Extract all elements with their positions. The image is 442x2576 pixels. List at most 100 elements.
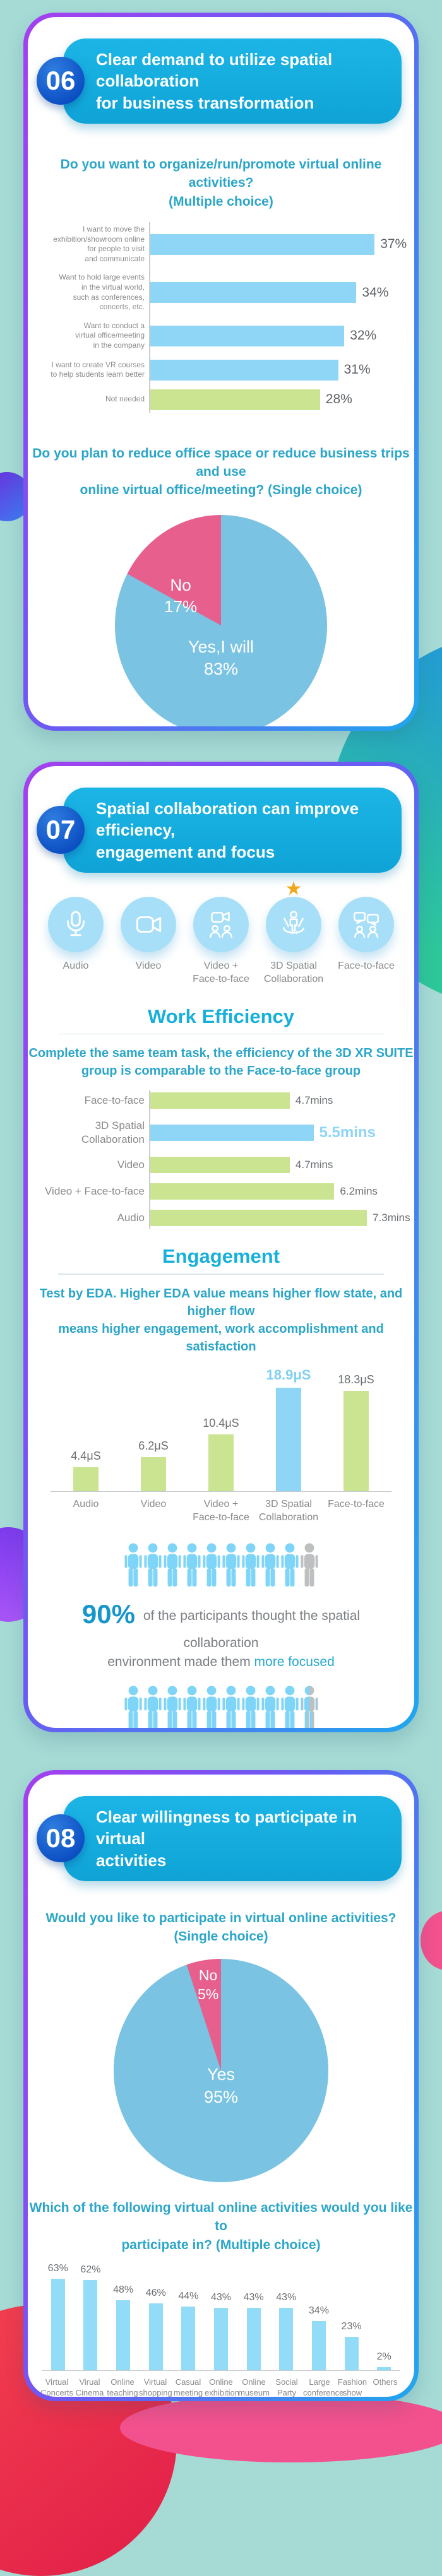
work-efficiency-title: Work Efficiency bbox=[147, 1005, 294, 1027]
bar-category-label: Video bbox=[117, 1159, 145, 1171]
mode-label: Face-to-face bbox=[338, 960, 395, 971]
stat-percent: 90% bbox=[81, 1598, 135, 1629]
section-title-line: Spatial collaboration can improve effici… bbox=[96, 799, 359, 840]
bar-category-label: Others bbox=[373, 2377, 398, 2387]
bar-value-label: 62% bbox=[80, 2264, 101, 2276]
people-pictograph-95 bbox=[28, 1685, 414, 1728]
bar-row: Want to hold large events in the virtual … bbox=[28, 273, 414, 312]
card-07: 07 Spatial collaboration can improve eff… bbox=[23, 762, 419, 1732]
participation-pie-chart: No 5% Yes 95% bbox=[114, 1958, 328, 2182]
bar-category-label: 3D Spatial Collaboration bbox=[258, 1499, 319, 1523]
bar bbox=[150, 282, 357, 304]
bar-value-label: 34% bbox=[362, 285, 389, 300]
person-icon bbox=[261, 1685, 279, 1728]
bar-category-label: Face-to-face bbox=[328, 1499, 385, 1510]
bar-value-label: 46% bbox=[145, 2287, 166, 2298]
section-title-line: Clear willingness to participate in virt… bbox=[96, 1807, 357, 1848]
bar-value-label: 4.4μS bbox=[71, 1449, 101, 1462]
question-title: Would you like to participate in virtual… bbox=[45, 1910, 397, 1944]
person-icon bbox=[280, 1685, 299, 1728]
bar bbox=[116, 2300, 131, 2370]
bar-category-label: Video + Face-to-face bbox=[45, 1185, 145, 1198]
bar bbox=[73, 1467, 99, 1492]
bar-value-label: 43% bbox=[243, 2291, 264, 2303]
bar-column: 63% bbox=[42, 2263, 75, 2370]
person-icon bbox=[202, 1685, 220, 1728]
bar-column: 48% bbox=[107, 2284, 140, 2370]
activities-participation-bar-chart: 63% 62% 48% 46% 44% 43% 43% 43% 34% 23% 2% Virtual C… bbox=[28, 2263, 414, 2397]
person-icon bbox=[124, 1685, 142, 1728]
bar-category-label: Audio bbox=[117, 1212, 145, 1224]
star-icon: ★ bbox=[285, 878, 302, 899]
section-number-badge: 07 bbox=[37, 806, 85, 854]
mode-label: 3D Spatial Collaboration bbox=[263, 960, 324, 984]
bar-category-label: Audio bbox=[73, 1499, 99, 1510]
bar-value-label: 4.7mins bbox=[295, 1094, 333, 1107]
person-icon bbox=[163, 1543, 181, 1586]
decorative-circle bbox=[120, 2393, 442, 2462]
card-07-body: 07 Spatial collaboration can improve eff… bbox=[28, 766, 414, 1728]
bar-value-label: 43% bbox=[276, 2291, 297, 2303]
bar-category-label: Virtualshoppingmall bbox=[139, 2377, 172, 2397]
bar-column: 18.3μS bbox=[323, 1373, 390, 1492]
person-icon bbox=[143, 1543, 162, 1586]
bar-column: 46% bbox=[140, 2288, 172, 2370]
engagement-subtitle: Test by EDA. Higher EDA value means high… bbox=[39, 1286, 403, 1354]
card-06: 06 Clear demand to utilize spatial colla… bbox=[23, 13, 419, 731]
highlighted-text: more focused bbox=[254, 1655, 335, 1670]
bar-column: 2% bbox=[367, 2351, 400, 2370]
bar bbox=[148, 2303, 163, 2370]
bar-category-label: Virtual Concerts bbox=[40, 2377, 74, 2397]
mode-label: Video bbox=[135, 960, 162, 971]
person-icon bbox=[261, 1543, 279, 1586]
bar-row: I want to move the exhibition/showroom on… bbox=[28, 225, 414, 264]
mode-video-face: Video + Face-to-face bbox=[189, 896, 253, 986]
bar-category-label: Online museum bbox=[238, 2377, 270, 2397]
bar bbox=[150, 325, 345, 346]
divider bbox=[58, 1033, 384, 1035]
category-labels: Audio Video Video + Face-to-face 3D Spatial C… bbox=[28, 1498, 414, 1525]
bar-category-label: 3D Spatial Collaboration bbox=[81, 1120, 145, 1146]
bar-value-label: 31% bbox=[343, 362, 371, 377]
person-icon bbox=[241, 1543, 260, 1586]
mode-label: Audio bbox=[63, 960, 89, 971]
person-icon bbox=[202, 1543, 220, 1586]
bar-value-label: 5.5mins bbox=[319, 1124, 376, 1142]
bar-value-label: 44% bbox=[178, 2290, 199, 2301]
bar bbox=[150, 1210, 367, 1227]
bar bbox=[377, 2367, 391, 2370]
bar-column: 10.4μS bbox=[188, 1417, 255, 1492]
section-title: Clear demand to utilize spatial collabor… bbox=[63, 38, 402, 124]
section-title-line: activities bbox=[96, 1850, 167, 1870]
question-title: Do you want to organize/run/promote virt… bbox=[60, 157, 382, 209]
bar-value-label: 4.7mins bbox=[295, 1159, 333, 1171]
bars-area: 63% 62% 48% 46% 44% 43% 43% 43% 34% 23% 2% bbox=[42, 2263, 400, 2371]
bar bbox=[150, 1125, 314, 1142]
bar bbox=[141, 1457, 166, 1492]
person-icon bbox=[163, 1685, 181, 1728]
person-icon bbox=[222, 1685, 240, 1728]
person-icon bbox=[300, 1685, 318, 1728]
microphone-icon bbox=[48, 896, 104, 952]
vr-person-icon: VR bbox=[266, 896, 321, 952]
bar-category-label: Video bbox=[140, 1499, 167, 1510]
mode-face-to-face: Face-to-face bbox=[335, 896, 398, 986]
bar-column: 23% bbox=[335, 2321, 368, 2370]
chat-people-icon bbox=[338, 896, 394, 952]
bar-category-label: Face-to-face bbox=[84, 1094, 145, 1106]
office-reduction-pie-chart: No 17% Yes,I will 83% bbox=[115, 514, 327, 726]
bar-value-label: 2% bbox=[376, 2351, 391, 2363]
bar-column: 44% bbox=[172, 2291, 205, 2370]
person-icon bbox=[182, 1543, 201, 1586]
section-title-line: for business transformation bbox=[96, 93, 314, 112]
bar-row: Want to conduct a virtual office/meeting i… bbox=[28, 321, 414, 351]
bar-category-label: Not needed bbox=[105, 394, 145, 404]
question-title: Do you plan to reduce office space or re… bbox=[32, 446, 410, 498]
bar-value-label: 7.3mins bbox=[373, 1212, 410, 1224]
person-icon bbox=[182, 1685, 201, 1728]
pie-slice-label-no: No 17% bbox=[164, 576, 198, 617]
bar-value-label: 18.3μS bbox=[338, 1373, 374, 1386]
bar-value-label: 34% bbox=[308, 2305, 329, 2316]
section-number-badge: 08 bbox=[37, 1814, 85, 1863]
